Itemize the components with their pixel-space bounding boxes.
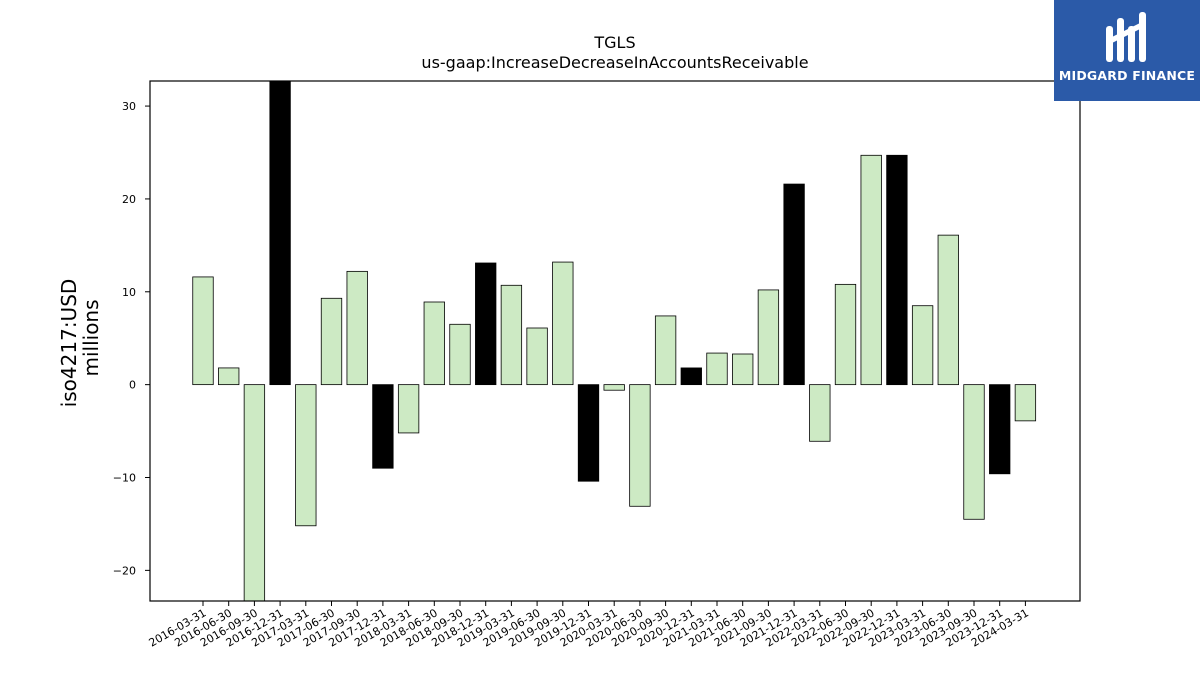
- bar-2023-03-31: [911, 305, 934, 386]
- chart-subtitle: us-gaap:IncreaseDecreaseInAccountsReceiv…: [421, 53, 809, 72]
- bar-2023-06-30: [937, 234, 959, 386]
- y-axis-label-line2: millions: [79, 299, 103, 376]
- bar-2016-12-31: [269, 80, 291, 386]
- bar-2021-09-30: [757, 289, 780, 386]
- bar-2017-06-30: [320, 297, 343, 386]
- y-tick-label: −10: [113, 472, 136, 485]
- midgard-logo-icon: [1106, 12, 1146, 62]
- y-tick-label: −20: [113, 564, 136, 577]
- bar-2020-09-30: [654, 315, 677, 386]
- y-tick-label: 10: [122, 286, 136, 299]
- bar-2017-03-31: [295, 384, 317, 527]
- bar-2022-12-31: [886, 154, 908, 386]
- y-tick-label: 30: [122, 100, 136, 113]
- bar-2022-03-31: [809, 384, 831, 442]
- bar-2018-12-31: [475, 262, 497, 386]
- logo-text: MIDGARD FINANCE: [1058, 68, 1196, 83]
- bar-2020-12-31: [680, 367, 702, 386]
- bar-2020-03-31: [603, 384, 625, 391]
- y-tick-label: 20: [122, 193, 136, 206]
- bar-2023-12-31: [989, 384, 1011, 475]
- bar-2022-06-30: [834, 283, 857, 386]
- bar-2020-06-30: [629, 384, 651, 507]
- brand-logo: MIDGARD FINANCE: [1054, 0, 1200, 101]
- bar-2017-12-31: [372, 384, 394, 469]
- y-axis-label-line1: iso4217:USD: [57, 279, 81, 408]
- x-axis: 2016-03-312016-06-302016-09-302016-12-31…: [147, 601, 1031, 650]
- bar-2019-06-30: [526, 327, 548, 386]
- chart-title: TGLS: [594, 33, 636, 52]
- bar-2018-06-30: [423, 301, 445, 386]
- bar-2019-03-31: [500, 284, 523, 386]
- bar-2018-09-30: [449, 323, 471, 386]
- y-tick-label: 0: [129, 379, 136, 392]
- bar-2023-09-30: [963, 384, 985, 520]
- bars-group: [192, 80, 1037, 602]
- bar-2021-03-31: [706, 352, 728, 386]
- bar-2016-09-30: [243, 384, 266, 602]
- plot-frame: [149, 80, 1081, 602]
- bar-2019-12-31: [577, 384, 600, 482]
- bar-2016-06-30: [218, 367, 240, 386]
- bar-2016-03-31: [192, 276, 214, 386]
- bar-2021-06-30: [732, 353, 754, 386]
- bar-2024-03-31: [1014, 384, 1037, 422]
- bar-2017-09-30: [346, 270, 368, 386]
- y-axis: −20 −10 0 10 20 30: [113, 100, 150, 577]
- bar-2022-09-30: [860, 154, 882, 386]
- bar-2019-09-30: [552, 261, 574, 386]
- bar-2018-03-31: [397, 384, 420, 434]
- bar-2021-12-31: [783, 183, 805, 386]
